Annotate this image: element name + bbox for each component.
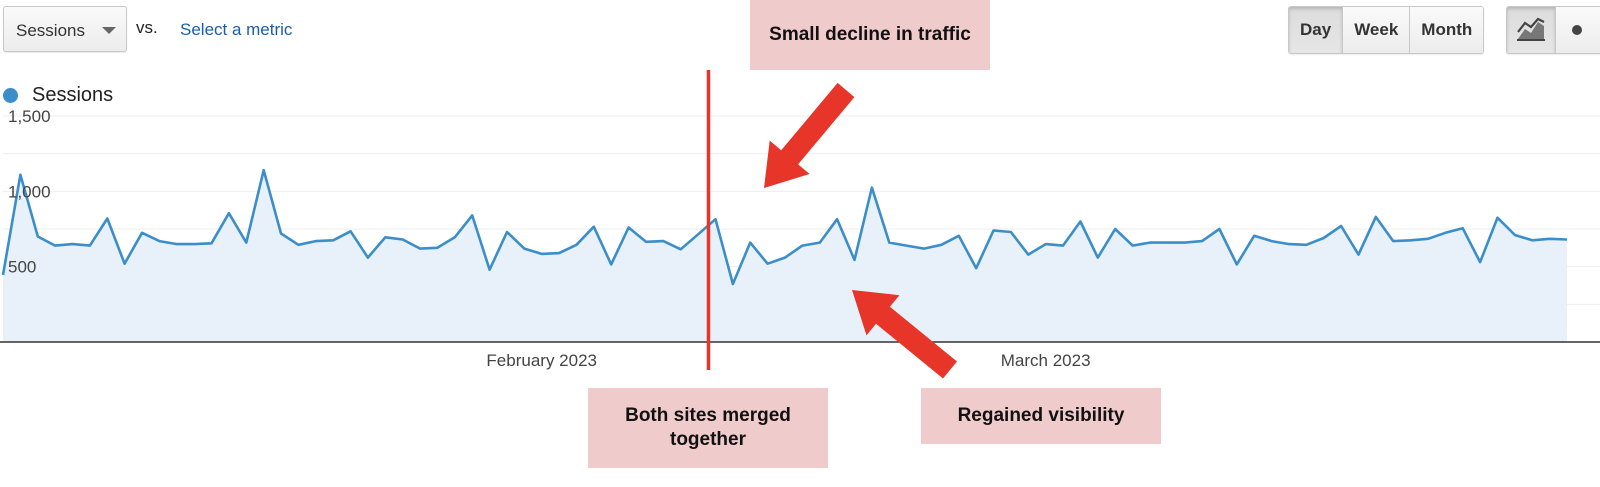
x-axis-tick-labels: February 2023 March 2023 [486, 351, 1090, 370]
chart-legend: Sessions [3, 84, 113, 107]
y-tick-label: 1,000 [8, 182, 51, 201]
annotation-small-decline: Small decline in traffic [750, 0, 990, 70]
arrow-up-left-icon [852, 290, 957, 379]
annotation-sites-merged: Both sites merged together [588, 388, 828, 468]
sessions-area [3, 170, 1567, 342]
select-metric-link[interactable]: Select a metric [180, 20, 293, 39]
legend-series-name: Sessions [32, 84, 114, 106]
period-week-button[interactable]: Week [1342, 7, 1410, 53]
annotation-regained-visibility: Regained visibility [921, 388, 1161, 444]
arrow-down-left-icon [764, 82, 855, 188]
motion-chart-icon[interactable] [1555, 7, 1600, 53]
period-month-button[interactable]: Month [1409, 7, 1484, 53]
chevron-down-icon [102, 27, 116, 34]
chart-type-toggle [1506, 6, 1600, 54]
x-tick-label: March 2023 [1001, 351, 1091, 370]
line-chart-icon[interactable] [1507, 7, 1555, 53]
y-axis-tick-labels: 500 1,000 1,500 [8, 107, 51, 277]
x-tick-label: February 2023 [486, 351, 597, 370]
legend-series-dot [3, 88, 18, 103]
period-day-button[interactable]: Day [1289, 7, 1343, 53]
y-tick-label: 1,500 [8, 107, 51, 126]
vs-label: vs. [136, 18, 158, 37]
metric-select[interactable]: Sessions [3, 6, 127, 52]
sessions-points [2, 170, 1568, 285]
metric-select-label: Sessions [16, 21, 85, 40]
period-toggle: Day Week Month [1288, 6, 1485, 54]
y-tick-label: 500 [8, 258, 36, 277]
